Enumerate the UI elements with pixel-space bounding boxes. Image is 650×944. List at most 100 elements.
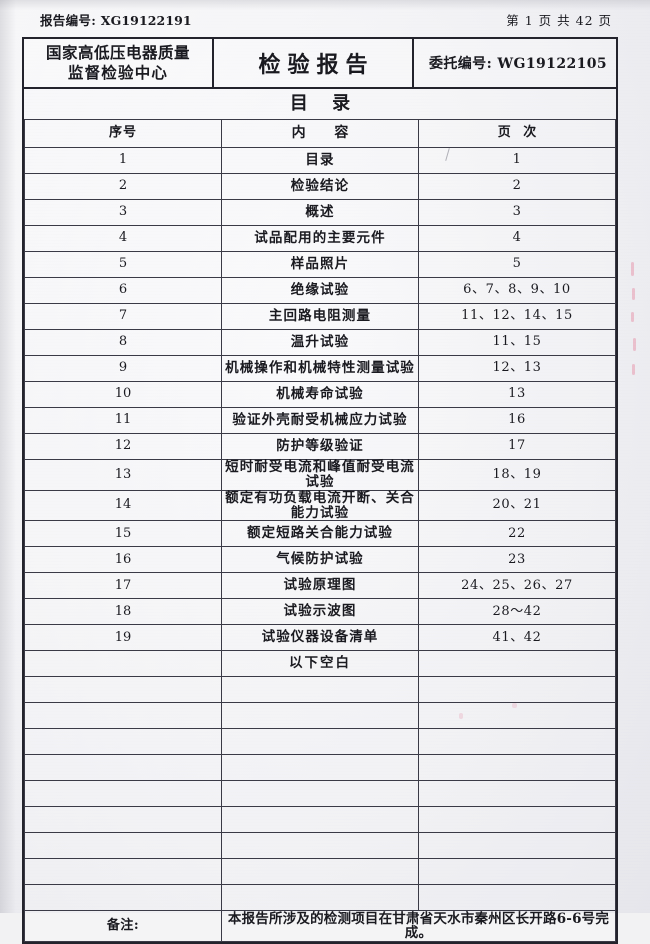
row-cell-no: 6 — [24, 277, 222, 304]
table-row: 4 试品配用的主要元件 4 — [24, 225, 616, 252]
row-cell-item: 主回路电阻测量 — [221, 303, 419, 330]
empty-row — [24, 754, 616, 782]
organization-line-1: 国家高低压电器质量 — [45, 42, 190, 62]
report-number: 报告编号: XG19122191 — [40, 10, 192, 29]
row-cell-page: 22 — [418, 520, 616, 548]
row-cell-page: 41、42 — [418, 624, 616, 652]
empty-row — [24, 832, 616, 860]
row-cell-page: 1 — [418, 147, 616, 174]
row-cell-no: 19 — [24, 624, 222, 652]
column-header-page: 页 次 — [418, 119, 616, 148]
row-cell-no: 13 — [24, 459, 222, 491]
row-cell-page: 4 — [418, 225, 616, 252]
row-cell-item: 目录 — [221, 147, 419, 174]
catalog-title: 目 录 — [24, 89, 616, 120]
row-cell-item: 以下空白 — [221, 650, 419, 678]
row-cell-page: 16 — [418, 407, 616, 434]
row-cell-no: 18 — [24, 598, 222, 626]
table-row: 9 机械操作和机械特性测量试验 12、13 — [24, 355, 616, 382]
table-row: 7 主回路电阻测量 11、12、14、15 — [24, 303, 616, 330]
scan-artifact — [631, 262, 634, 276]
row-cell-page — [418, 832, 616, 860]
row-cell-page: 3 — [418, 199, 616, 226]
row-cell-page: 17 — [418, 433, 616, 460]
row-cell-no — [24, 806, 222, 834]
remarks-text: 本报告所涉及的检测项目在甘肃省天水市秦州区长开路6-6号完成。 — [221, 910, 616, 943]
row-cell-item: 绝缘试验 — [221, 277, 419, 304]
row-cell-no — [24, 754, 222, 782]
row-cell-no: 1 — [24, 147, 222, 174]
document-sheet: 报告编号: XG19122191 第 1 页 共 42 页 国家高低压电器质量 … — [22, 10, 636, 944]
page-indicator: 第 1 页 共 42 页 — [506, 12, 612, 28]
row-cell-no: 10 — [24, 381, 222, 408]
row-cell-item — [221, 806, 419, 834]
table-row: 11 验证外壳耐受机械应力试验 16 — [24, 407, 616, 434]
row-cell-no — [24, 884, 222, 912]
row-cell-item: 试验示波图 — [221, 598, 419, 626]
table-row: 17 试验原理图 24、25、26、27 — [24, 572, 616, 600]
table-row: 19 试验仪器设备清单 41、42 — [24, 624, 616, 652]
table-row: 12 防护等级验证 17 — [24, 433, 616, 460]
scan-artifact — [633, 338, 636, 351]
row-cell-page — [418, 650, 616, 678]
row-cell-item: 机械操作和机械特性测量试验 — [221, 355, 419, 382]
table-row: 18 试验示波图 28～42 — [24, 598, 616, 626]
table-row: 2 检验结论 2 — [24, 173, 616, 200]
scan-artifact — [632, 364, 635, 375]
row-cell-page — [418, 780, 616, 808]
row-cell-no: 12 — [24, 433, 222, 460]
row-cell-no — [24, 702, 222, 730]
row-cell-page: 23 — [418, 546, 616, 574]
row-cell-no: 11 — [24, 407, 222, 434]
row-cell-page: 18、19 — [418, 459, 616, 491]
organization-line-2: 监督检验中心 — [67, 63, 169, 82]
row-cell-no: 14 — [24, 489, 222, 522]
row-cell-page: 24、25、26、27 — [418, 572, 616, 600]
row-cell-item — [221, 832, 419, 860]
row-cell-item — [221, 676, 419, 704]
report-number-label: 报告编号: — [40, 12, 97, 28]
row-cell-item: 机械寿命试验 — [221, 381, 419, 408]
row-cell-item: 气候防护试验 — [221, 546, 419, 574]
row-cell-page: 11、12、14、15 — [418, 303, 616, 330]
row-cell-no: 9 — [24, 355, 222, 382]
row-cell-page — [418, 806, 616, 834]
row-cell-item: 额定短路关合能力试验 — [221, 520, 419, 548]
row-cell-page: 20、21 — [418, 489, 616, 522]
table-row: 1 目录 1 — [24, 147, 616, 174]
remarks-label: 备注: — [24, 910, 222, 943]
row-cell-item: 防护等级验证 — [221, 433, 419, 460]
row-cell-page: 13 — [418, 381, 616, 408]
table-row: 3 概述 3 — [24, 199, 616, 226]
column-header-no: 序号 — [24, 119, 222, 148]
row-cell-page: 5 — [418, 251, 616, 278]
scan-artifact — [632, 288, 635, 300]
row-cell-item — [221, 754, 419, 782]
row-cell-item: 试验仪器设备清单 — [221, 624, 419, 652]
scan-artifact — [631, 312, 634, 322]
row-cell-page: 28～42 — [418, 598, 616, 626]
row-cell-item: 试验原理图 — [221, 572, 419, 600]
row-cell-no — [24, 650, 222, 678]
row-cell-no: 3 — [24, 199, 222, 226]
row-cell-item — [221, 702, 419, 730]
table-row: 15 额定短路关合能力试验 22 — [24, 520, 616, 548]
table-row: 13 短时耐受电流和峰值耐受电流试验 18、19 — [24, 459, 616, 491]
empty-row — [24, 702, 616, 730]
row-cell-no: 5 — [24, 251, 222, 278]
row-cell-item: 样品照片 — [221, 251, 419, 278]
row-cell-page: 2 — [418, 173, 616, 200]
row-cell-item: 温升试验 — [221, 329, 419, 356]
row-cell-item: 额定有功负载电流开断、关合能力试验 — [221, 489, 419, 522]
table-row: 6 绝缘试验 6、7、8、9、10 — [24, 277, 616, 304]
row-cell-item — [221, 728, 419, 756]
empty-row — [24, 780, 616, 808]
row-cell-item: 试品配用的主要元件 — [221, 225, 419, 252]
table-row: 14 额定有功负载电流开断、关合能力试验 20、21 — [24, 489, 616, 522]
catalog-title-row: 目 录 — [24, 89, 616, 120]
row-cell-no: 4 — [24, 225, 222, 252]
catalog-table-body: 目 录 序号 内 容 页 次 1 目录 1 2 检验结论 2 3 概述 3 4 试品配用的主要元件 4… — [24, 89, 616, 943]
catalog-table-wrapper: 目 录 序号 内 容 页 次 1 目录 1 2 检验结论 2 3 概述 3 4 试品配用的主要元件 4… — [22, 89, 618, 944]
row-cell-item: 短时耐受电流和峰值耐受电流试验 — [221, 459, 419, 491]
column-header-item: 内 容 — [221, 119, 419, 148]
